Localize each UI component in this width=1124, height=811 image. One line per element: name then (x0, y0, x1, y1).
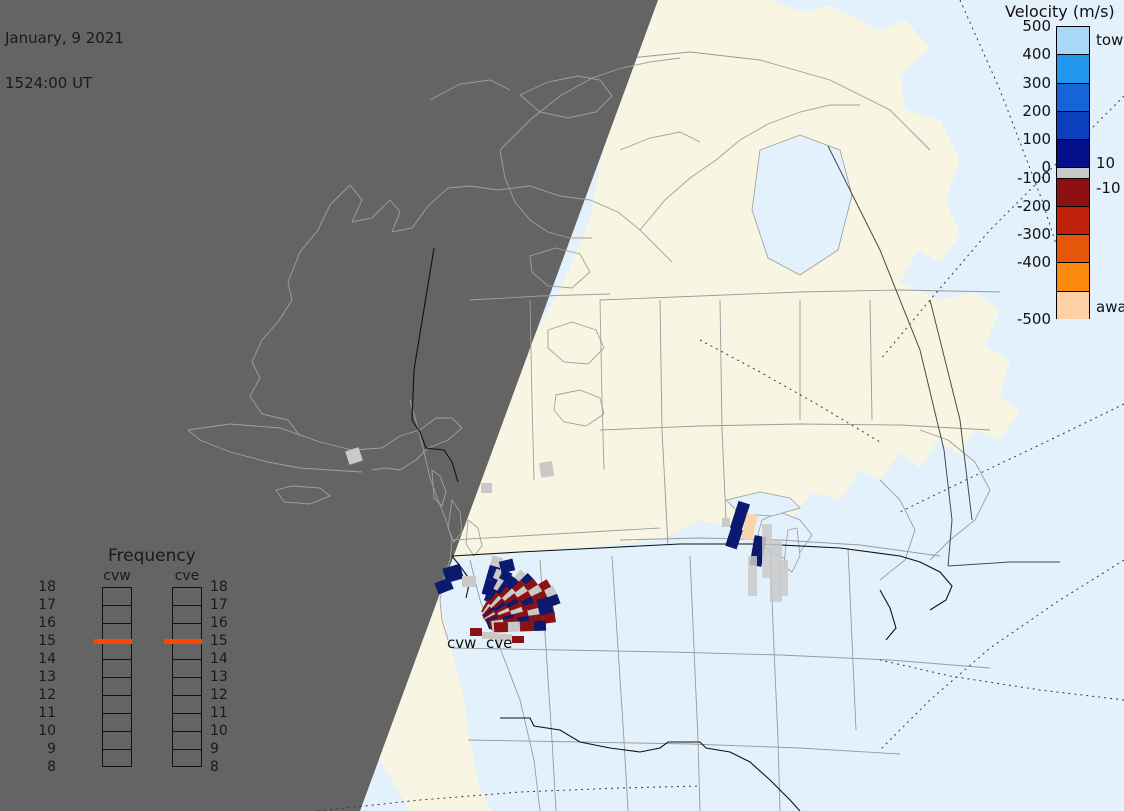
frequency-tick: 14 (38, 651, 56, 667)
frequency-cell (103, 588, 131, 606)
frequency-cell (103, 642, 131, 660)
radar-velocity-cells-cvw-cve (434, 555, 561, 643)
frequency-cell (173, 678, 201, 696)
frequency-tick: 18 (210, 579, 228, 595)
frequency-cell (173, 714, 201, 732)
velocity-legend-away-label: away (1096, 298, 1124, 316)
frequency-cell (103, 732, 131, 750)
velocity-colorbar: 500 400 300 200 100 0-100 -200 -300 -400 -500 towa… (1017, 17, 1124, 328)
station-label-cve: cve (486, 634, 513, 652)
velocity-colorbar-tick: -500 (1016, 310, 1051, 328)
velocity-colorbar-segment (1056, 54, 1090, 83)
political-borders (411, 247, 953, 811)
radar-velocity-cells-great-lakes (722, 500, 788, 602)
frequency-cell (173, 696, 201, 714)
frequency-tick: 9 (47, 741, 56, 757)
frequency-tick: 16 (210, 615, 228, 631)
day-borders (451, 51, 1001, 811)
frequency-tick: 13 (38, 669, 56, 685)
frequency-tick: 9 (210, 741, 219, 757)
frequency-tick: 15 (38, 633, 56, 649)
frequency-cell (173, 750, 201, 768)
velocity-legend-lower-threshold-label: -10 (1096, 178, 1121, 197)
velocity-legend-upper-threshold-label: 10 (1096, 154, 1116, 173)
frequency-legend-title: Frequency (108, 546, 196, 566)
velocity-colorbar-segment (1056, 139, 1090, 168)
velocity-colorbar-tick: 200 (1022, 101, 1051, 120)
frequency-tick: 18 (38, 579, 56, 595)
frequency-cell (173, 606, 201, 624)
velocity-colorbar-tick: -300 (1016, 225, 1051, 244)
velocity-colorbar-segment (1056, 82, 1090, 111)
frequency-cell (173, 642, 201, 660)
velocity-legend-toward-label: toward (1096, 31, 1124, 49)
frequency-cell (103, 660, 131, 678)
frequency-cell (173, 732, 201, 750)
frequency-tick: 15 (210, 633, 228, 649)
frequency-cell (173, 660, 201, 678)
velocity-colorbar-tick: 400 (1022, 45, 1051, 64)
velocity-colorbar-segment (1056, 234, 1090, 263)
ground-scatter-squares (345, 447, 555, 493)
frequency-active-marker (164, 639, 202, 644)
frequency-tick: 17 (38, 597, 56, 613)
frequency-column-label-cve: cve (174, 568, 200, 584)
velocity-colorbar-tick: -400 (1016, 253, 1051, 272)
velocity-colorbar-tick: 100 (1022, 130, 1051, 149)
frequency-ladder-cve (172, 587, 202, 767)
velocity-colorbar-tick: 500 (1022, 17, 1051, 35)
frequency-cell (103, 606, 131, 624)
velocity-colorbar-segment (1056, 167, 1090, 178)
timestamp-date: January, 9 2021 (5, 29, 124, 47)
frequency-cell (103, 714, 131, 732)
frequency-tick: 11 (38, 705, 56, 721)
frequency-column-label-cvw: cvw (103, 568, 131, 584)
frequency-tick: 11 (210, 705, 228, 721)
velocity-colorbar-tick: 300 (1022, 73, 1051, 92)
velocity-colorbar-segment (1056, 110, 1090, 140)
velocity-legend-title: Velocity (m/s) (1005, 2, 1115, 21)
velocity-colorbar-segment (1056, 26, 1090, 55)
velocity-colorbar-segment (1056, 290, 1090, 319)
frequency-cell (173, 588, 201, 606)
frequency-tick: 10 (210, 723, 228, 739)
timestamp-block: January, 9 2021 1524:00 UT (5, 1, 124, 121)
station-label-cvw: cvw (447, 634, 477, 652)
velocity-colorbar-segment (1056, 177, 1090, 206)
hudson-bay (751, 134, 853, 276)
frequency-legend: Frequency cvw 18 17 16 15 14 13 12 11 10 9 8 cve 1… (38, 546, 254, 796)
velocity-colorbar-segment (1056, 205, 1090, 235)
frequency-tick: 8 (47, 759, 56, 775)
frequency-tick: 17 (210, 597, 228, 613)
frequency-tick: 10 (38, 723, 56, 739)
frequency-tick: 14 (210, 651, 228, 667)
velocity-colorbar-tick: -200 (1016, 196, 1051, 215)
frequency-tick: 16 (38, 615, 56, 631)
frequency-cell (103, 696, 131, 714)
timestamp-time: 1524:00 UT (5, 74, 93, 92)
frequency-active-marker (94, 639, 132, 644)
frequency-tick: 12 (210, 687, 228, 703)
frequency-ladder-cvw (102, 587, 132, 767)
frequency-cell (103, 678, 131, 696)
velocity-legend: Velocity (m/s) 500 400 300 200 100 0 -100 -200 -… (960, 0, 1124, 340)
velocity-colorbar-segment (1056, 262, 1090, 291)
velocity-colorbar-tick: -100 (1016, 168, 1051, 187)
night-coastlines (187, 57, 860, 641)
frequency-tick: 13 (210, 669, 228, 685)
frequency-cell (103, 750, 131, 768)
velocity-colorbar-tick: 0 (1041, 158, 1051, 177)
fov-boundary-arc (827, 145, 1060, 567)
frequency-tick: 8 (210, 759, 219, 775)
frequency-tick: 12 (38, 687, 56, 703)
